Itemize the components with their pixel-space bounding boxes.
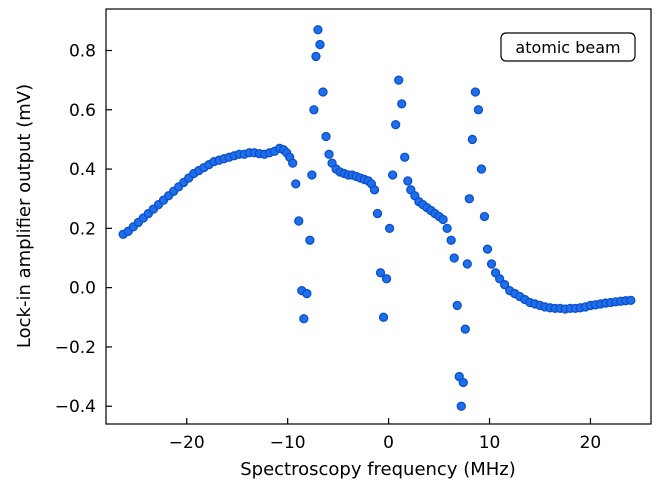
data-point bbox=[452, 300, 462, 311]
data-point bbox=[315, 39, 325, 50]
data-point bbox=[458, 377, 468, 388]
data-point bbox=[462, 259, 472, 269]
data-point bbox=[378, 312, 389, 322]
x-axis-label: Spectroscopy frequency (MHz) bbox=[240, 459, 516, 480]
annotation-frame bbox=[500, 32, 636, 62]
data-point bbox=[494, 274, 505, 284]
data-point bbox=[309, 105, 319, 115]
data-point bbox=[479, 211, 490, 222]
y-tick-label: 0.8 bbox=[69, 42, 96, 62]
data-point bbox=[446, 235, 456, 245]
data-point bbox=[299, 314, 309, 324]
data-point bbox=[400, 152, 410, 162]
data-point bbox=[467, 134, 478, 145]
y-tick-label: 0.0 bbox=[69, 279, 96, 299]
data-point bbox=[473, 105, 484, 115]
data-point bbox=[500, 280, 510, 290]
data-point bbox=[438, 214, 448, 225]
annotation-label: atomic beam bbox=[515, 38, 620, 57]
plot-frame bbox=[105, 8, 652, 425]
data-point bbox=[291, 179, 301, 189]
y-tick-label: −0.2 bbox=[55, 338, 96, 358]
data-point bbox=[381, 274, 392, 284]
data-point bbox=[294, 216, 304, 226]
data-point bbox=[321, 131, 331, 142]
x-tick-label: 0 bbox=[383, 433, 394, 453]
data-point bbox=[318, 87, 328, 97]
data-point bbox=[372, 208, 383, 219]
data-point bbox=[302, 288, 312, 299]
y-axis-label: Lock-in amplifier output (mV) bbox=[14, 84, 35, 348]
data-point bbox=[626, 295, 636, 306]
data-point bbox=[442, 223, 452, 234]
data-points bbox=[118, 25, 636, 411]
data-point bbox=[486, 259, 497, 269]
data-point bbox=[391, 119, 401, 130]
data-point bbox=[460, 324, 470, 334]
ticks: −20 −10 0 10 20 −0.4 −0.2 0.0 0.2 0.4 0.6 0.8 bbox=[55, 42, 602, 454]
data-point bbox=[305, 235, 315, 245]
data-point bbox=[387, 170, 398, 180]
data-point bbox=[288, 158, 298, 168]
data-point bbox=[384, 223, 395, 234]
data-point bbox=[375, 268, 386, 278]
data-point bbox=[311, 51, 321, 62]
data-point bbox=[470, 87, 481, 97]
y-tick-label: −0.4 bbox=[55, 397, 96, 417]
data-point bbox=[307, 170, 317, 180]
y-tick-label: 0.6 bbox=[69, 101, 96, 121]
data-point bbox=[324, 149, 334, 159]
data-point bbox=[482, 244, 493, 254]
data-point bbox=[476, 164, 487, 174]
y-tick-label: 0.2 bbox=[69, 219, 96, 239]
data-point bbox=[403, 176, 413, 186]
data-point bbox=[394, 75, 404, 85]
y-tick-label: 0.4 bbox=[69, 160, 96, 180]
data-point bbox=[449, 253, 459, 263]
x-tick-label: 20 bbox=[580, 433, 602, 453]
x-tick-label: 10 bbox=[479, 433, 501, 453]
data-point bbox=[464, 194, 474, 204]
x-tick-label: −10 bbox=[270, 433, 306, 453]
data-point bbox=[456, 401, 466, 411]
x-tick-label: −20 bbox=[169, 433, 205, 453]
data-point bbox=[313, 25, 323, 35]
data-point bbox=[369, 185, 380, 195]
data-point bbox=[397, 99, 407, 109]
annotation-box: atomic beam bbox=[500, 32, 636, 62]
